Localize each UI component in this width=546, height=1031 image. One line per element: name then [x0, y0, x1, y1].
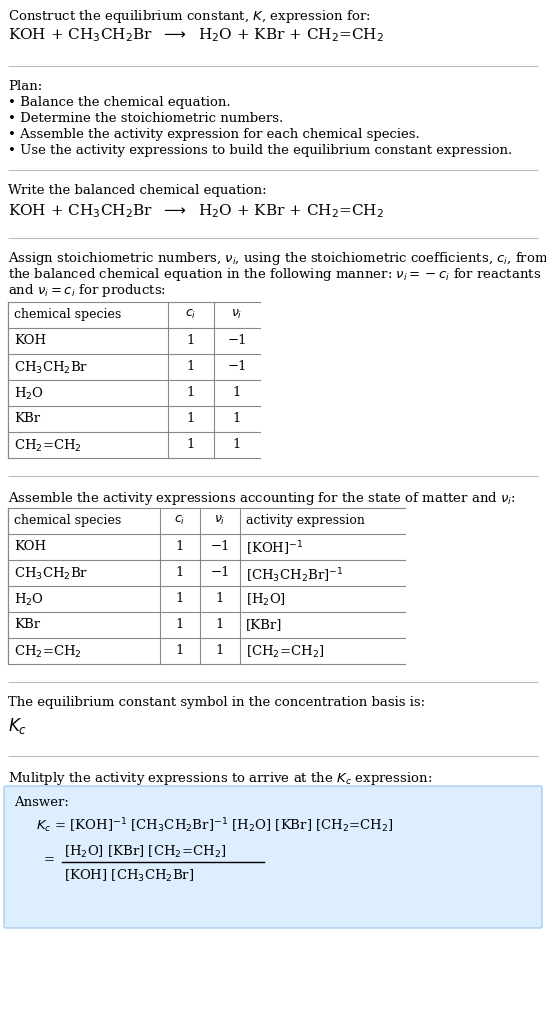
Text: Answer:: Answer: [14, 796, 69, 809]
Text: H$_2$O: H$_2$O [14, 592, 44, 608]
Text: 1: 1 [187, 412, 195, 425]
Text: $K_c$: $K_c$ [8, 716, 27, 736]
Text: 1: 1 [176, 540, 184, 553]
Text: $K_c$ = [KOH]$^{-1}$ [CH$_3$CH$_2$Br]$^{-1}$ [H$_2$O] [KBr] [CH$_2$=CH$_2$]: $K_c$ = [KOH]$^{-1}$ [CH$_3$CH$_2$Br]$^{… [36, 816, 394, 835]
Text: 1: 1 [233, 438, 241, 451]
Text: [CH$_2$=CH$_2$]: [CH$_2$=CH$_2$] [246, 644, 324, 660]
Text: 1: 1 [187, 360, 195, 373]
Text: 1: 1 [176, 566, 184, 579]
Text: • Use the activity expressions to build the equilibrium constant expression.: • Use the activity expressions to build … [8, 144, 512, 157]
Text: KOH: KOH [14, 540, 46, 553]
Text: Write the balanced chemical equation:: Write the balanced chemical equation: [8, 184, 266, 197]
Text: 1: 1 [233, 386, 241, 399]
Text: $c_i$: $c_i$ [174, 514, 186, 527]
Text: Assemble the activity expressions accounting for the state of matter and $\nu_i$: Assemble the activity expressions accoun… [8, 490, 516, 507]
Text: Plan:: Plan: [8, 80, 42, 93]
Text: CH$_2$=CH$_2$: CH$_2$=CH$_2$ [14, 644, 82, 660]
Text: • Balance the chemical equation.: • Balance the chemical equation. [8, 96, 230, 109]
Text: $c_i$: $c_i$ [186, 308, 197, 321]
Text: [H$_2$O]: [H$_2$O] [246, 592, 286, 608]
Text: 1: 1 [176, 618, 184, 631]
Text: CH$_2$=CH$_2$: CH$_2$=CH$_2$ [14, 438, 82, 454]
Text: 1: 1 [176, 592, 184, 605]
Text: KBr: KBr [14, 618, 40, 631]
Text: the balanced chemical equation in the following manner: $\nu_i = -c_i$ for react: the balanced chemical equation in the fo… [8, 266, 541, 282]
Text: 1: 1 [187, 386, 195, 399]
Text: Mulitply the activity expressions to arrive at the $K_c$ expression:: Mulitply the activity expressions to arr… [8, 770, 432, 787]
Text: 1: 1 [176, 644, 184, 657]
Text: [H$_2$O] [KBr] [CH$_2$=CH$_2$]: [H$_2$O] [KBr] [CH$_2$=CH$_2$] [64, 844, 226, 860]
FancyBboxPatch shape [4, 786, 542, 928]
Text: KBr: KBr [14, 412, 40, 425]
Text: −1: −1 [227, 334, 247, 347]
Text: Construct the equilibrium constant, $K$, expression for:: Construct the equilibrium constant, $K$,… [8, 8, 371, 25]
Text: chemical species: chemical species [14, 514, 121, 527]
Text: 1: 1 [216, 644, 224, 657]
Text: CH$_3$CH$_2$Br: CH$_3$CH$_2$Br [14, 566, 88, 583]
Text: −1: −1 [227, 360, 247, 373]
Text: [CH$_3$CH$_2$Br]$^{-1}$: [CH$_3$CH$_2$Br]$^{-1}$ [246, 566, 343, 585]
Text: =: = [44, 854, 55, 866]
Text: −1: −1 [210, 540, 230, 553]
Text: −1: −1 [210, 566, 230, 579]
Text: The equilibrium constant symbol in the concentration basis is:: The equilibrium constant symbol in the c… [8, 696, 425, 709]
Text: KOH + CH$_3$CH$_2$Br  $\longrightarrow$  H$_2$O + KBr + CH$_2$=CH$_2$: KOH + CH$_3$CH$_2$Br $\longrightarrow$ H… [8, 26, 384, 43]
Text: and $\nu_i = c_i$ for products:: and $\nu_i = c_i$ for products: [8, 282, 166, 299]
Text: • Assemble the activity expression for each chemical species.: • Assemble the activity expression for e… [8, 128, 420, 141]
Text: H$_2$O: H$_2$O [14, 386, 44, 402]
Text: Assign stoichiometric numbers, $\nu_i$, using the stoichiometric coefficients, $: Assign stoichiometric numbers, $\nu_i$, … [8, 250, 546, 267]
Text: 1: 1 [216, 592, 224, 605]
Text: chemical species: chemical species [14, 308, 121, 321]
Text: 1: 1 [216, 618, 224, 631]
Text: KOH + CH$_3$CH$_2$Br  $\longrightarrow$  H$_2$O + KBr + CH$_2$=CH$_2$: KOH + CH$_3$CH$_2$Br $\longrightarrow$ H… [8, 202, 384, 220]
Text: [KOH]$^{-1}$: [KOH]$^{-1}$ [246, 540, 304, 559]
Text: [KBr]: [KBr] [246, 618, 282, 631]
Text: $\nu_i$: $\nu_i$ [215, 514, 225, 527]
Text: KOH: KOH [14, 334, 46, 347]
Text: 1: 1 [187, 334, 195, 347]
Text: $\nu_i$: $\nu_i$ [232, 308, 242, 321]
Text: 1: 1 [187, 438, 195, 451]
Text: activity expression: activity expression [246, 514, 365, 527]
Text: CH$_3$CH$_2$Br: CH$_3$CH$_2$Br [14, 360, 88, 376]
Text: • Determine the stoichiometric numbers.: • Determine the stoichiometric numbers. [8, 112, 283, 125]
Text: [KOH] [CH$_3$CH$_2$Br]: [KOH] [CH$_3$CH$_2$Br] [64, 868, 194, 885]
Text: 1: 1 [233, 412, 241, 425]
